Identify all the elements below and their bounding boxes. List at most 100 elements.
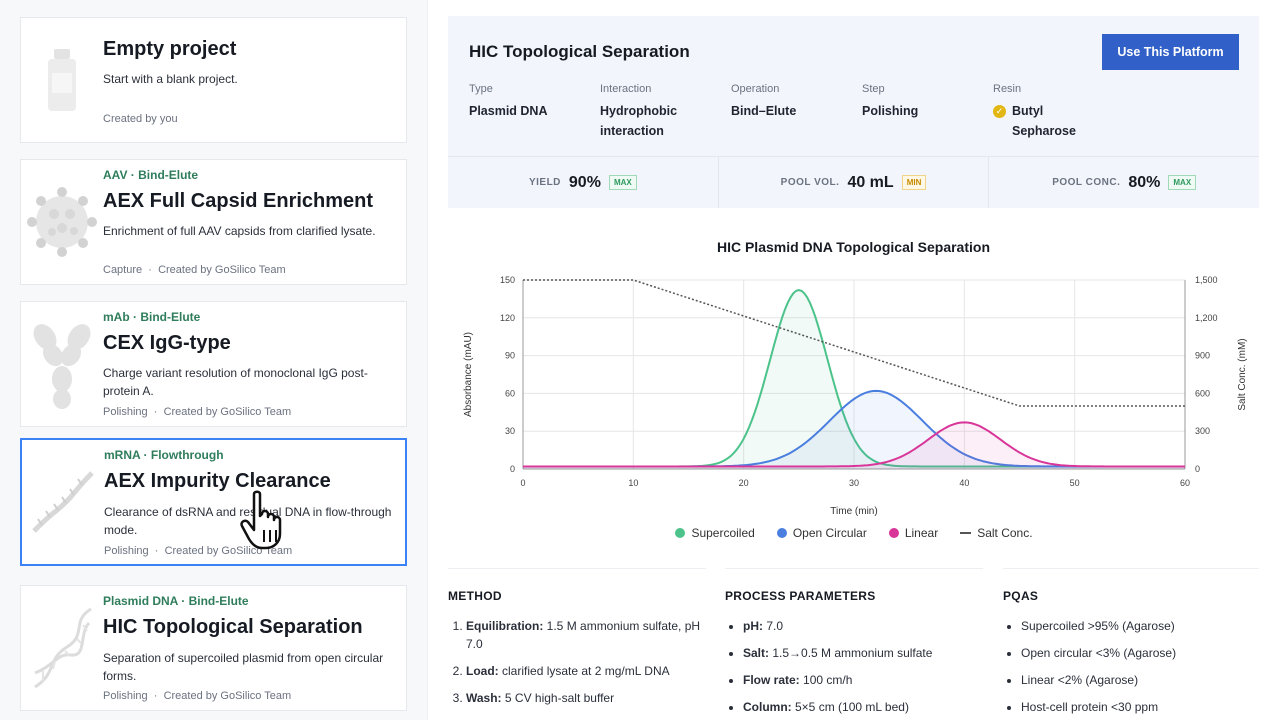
project-card-mab[interactable]: mAb · Bind-Elute CEX IgG-type Charge var…: [20, 301, 407, 427]
project-step: Polishing: [103, 690, 148, 702]
series-line-salt-conc: [523, 279, 1185, 407]
stats-bar: YIELD 90% MAX POOL VOL. 40 mL MIN POOL C…: [448, 156, 1259, 208]
section-title: METHOD: [448, 589, 502, 603]
pqas-section: PQAS Supercoiled >95% (Agarose) Open cir…: [1003, 568, 1259, 720]
project-card-empty[interactable]: Empty project Start with a blank project…: [20, 17, 407, 143]
project-title: HIC Topological Separation: [103, 616, 363, 638]
y2-tick-label: 300: [1195, 426, 1210, 436]
project-step: Polishing: [104, 545, 149, 557]
list-item: Open circular <3% (Agarose): [1021, 644, 1259, 662]
status-badge: MAX: [1168, 175, 1197, 190]
detail-title: HIC Topological Separation: [469, 42, 690, 61]
method-section: METHOD Equilibration: 1.5 M ammonium sul…: [448, 568, 706, 716]
list-item: Load: clarified lysate at 2 mg/mL DNA: [466, 662, 706, 680]
attr-type: Type Plasmid DNA: [469, 83, 548, 118]
x-tick-label: 30: [849, 478, 859, 488]
section-title: PQAS: [1003, 589, 1039, 603]
project-step: Polishing: [103, 406, 148, 418]
y-tick-label: 30: [505, 426, 515, 436]
list-item: Host-cell protein <30 ppm: [1021, 698, 1259, 716]
attr-interaction: Interaction Hydrophobic interaction: [600, 83, 678, 138]
series-area-1: [523, 390, 1185, 469]
project-description: Clearance of dsRNA and residual DNA in f…: [104, 505, 392, 537]
project-description: Enrichment of full AAV capsids from clar…: [103, 224, 376, 238]
list-item: Linear <2% (Agarose): [1021, 671, 1259, 689]
attr-resin: Resin ✓ Butyl Sepharose: [993, 83, 1076, 138]
project-author: Created by GoSilico Team: [158, 264, 286, 276]
stat-yield: YIELD 90% MAX: [448, 157, 719, 208]
legend-item-salt[interactable]: Salt Conc.: [960, 526, 1033, 540]
y2-tick-label: 1,200: [1195, 313, 1218, 323]
project-card-mrna[interactable]: mRNA · Flowthrough AEX Impurity Clearanc…: [20, 438, 407, 566]
section-title: PROCESS PARAMETERS: [725, 589, 876, 603]
bottle-icon: [21, 18, 103, 142]
series-line-linear: [523, 421, 1185, 468]
detail-header: HIC Topological Separation Use This Plat…: [448, 16, 1259, 208]
detail-panel: HIC Topological Separation Use This Plat…: [428, 0, 1280, 720]
y2-tick-label: 900: [1195, 351, 1210, 361]
antibody-icon: [21, 302, 103, 426]
project-title: Empty project: [103, 38, 237, 60]
project-step: Capture: [103, 264, 143, 276]
attr-operation: Operation Bind–Elute: [731, 83, 797, 118]
project-meta: Capture · Created by GoSilico Team: [103, 264, 286, 276]
project-title: AEX Impurity Clearance: [104, 470, 331, 492]
list-item: Supercoiled >95% (Agarose): [1021, 617, 1259, 635]
x-tick-label: 60: [1180, 478, 1190, 488]
legend-item-linear[interactable]: Linear: [888, 526, 938, 540]
check-icon: ✓: [993, 105, 1006, 118]
y-tick-label: 90: [505, 351, 515, 361]
hand-cursor-icon: [240, 490, 282, 550]
series-area-2: [523, 422, 1185, 469]
list-item: pH: 7.0: [743, 617, 983, 635]
project-title: CEX IgG-type: [103, 332, 231, 354]
project-list: Empty project Start with a blank project…: [0, 0, 428, 720]
chart-legend: Supercoiled Open Circular Linear Salt Co…: [428, 526, 1280, 540]
status-badge: MIN: [901, 175, 927, 190]
project-author: Created by GoSilico Team: [163, 406, 292, 418]
x-tick-label: 40: [959, 478, 969, 488]
y-axis-label: Absorbance (mAU): [463, 332, 474, 417]
project-category: AAV · Bind-Elute: [103, 168, 199, 182]
project-title: AEX Full Capsid Enrichment: [103, 190, 374, 212]
use-platform-button[interactable]: Use This Platform: [1102, 34, 1239, 70]
project-description: Start with a blank project.: [103, 72, 238, 86]
list-item: Salt: 1.5→0.5 M ammonium sulfate: [743, 644, 983, 662]
project-category: mRNA · Flowthrough: [104, 448, 224, 462]
y-tick-label: 0: [510, 464, 515, 474]
project-meta: Polishing · Created by GoSilico Team: [103, 690, 292, 702]
stat-pool-vol: POOL VOL. 40 mL MIN: [719, 157, 990, 208]
y-tick-label: 120: [500, 313, 515, 323]
project-author: Created by GoSilico Team: [163, 690, 292, 702]
project-category: Plasmid DNA · Bind-Elute: [103, 594, 249, 608]
y-tick-label: 60: [505, 388, 515, 398]
x-tick-label: 0: [520, 478, 525, 488]
stat-pool-conc: POOL CONC. 80% MAX: [989, 157, 1259, 208]
y2-tick-label: 600: [1195, 388, 1210, 398]
chart-title: HIC Plasmid DNA Topological Separation: [716, 239, 991, 255]
legend-item-supercoiled[interactable]: Supercoiled: [675, 526, 755, 540]
x-tick-label: 10: [628, 478, 638, 488]
project-category: mAb · Bind-Elute: [103, 310, 201, 324]
attr-step: Step Polishing: [862, 83, 919, 118]
status-badge: MAX: [608, 175, 637, 190]
virus-icon: [21, 160, 103, 284]
y2-axis-label: Salt Conc. (mM): [1237, 338, 1248, 410]
legend-item-open-circular[interactable]: Open Circular: [776, 526, 867, 540]
x-axis-label: Time (min): [830, 506, 877, 517]
x-tick-label: 50: [1070, 478, 1080, 488]
y2-tick-label: 0: [1195, 464, 1200, 474]
dna-helix-icon: [21, 586, 103, 710]
project-meta: Polishing · Created by GoSilico Team: [103, 406, 292, 418]
project-author: Created by you: [103, 113, 178, 125]
project-description: Charge variant resolution of monoclonal …: [103, 366, 368, 398]
y2-tick-label: 1,500: [1195, 275, 1218, 285]
list-item: Flow rate: 100 cm/h: [743, 671, 983, 689]
process-parameters-section: PROCESS PARAMETERS pH: 7.0 Salt: 1.5→0.5…: [725, 568, 983, 720]
project-card-aav[interactable]: AAV · Bind-Elute AEX Full Capsid Enrichm…: [20, 159, 407, 285]
project-description: Separation of supercoiled plasmid from o…: [103, 651, 384, 683]
list-item: Equilibration: 1.5 M ammonium sulfate, p…: [466, 617, 706, 653]
project-card-plasmid[interactable]: Plasmid DNA · Bind-Elute HIC Topological…: [20, 585, 407, 711]
x-tick-label: 20: [739, 478, 749, 488]
